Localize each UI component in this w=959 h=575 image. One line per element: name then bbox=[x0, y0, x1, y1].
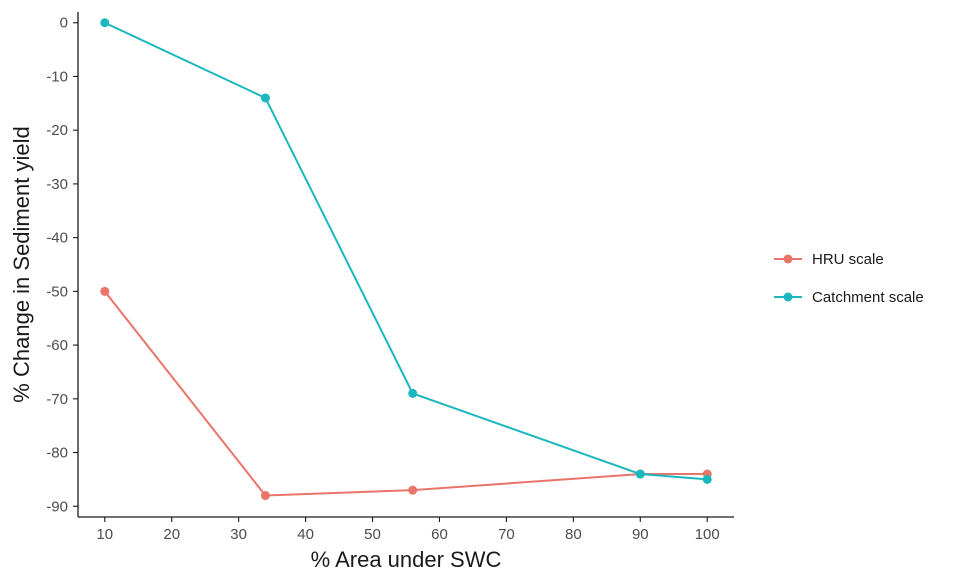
data-point bbox=[260, 93, 270, 103]
data-point bbox=[635, 469, 645, 479]
x-tick-label: 50 bbox=[364, 526, 381, 543]
y-axis-title: % Change in Sediment yield bbox=[9, 126, 34, 402]
x-tick-label: 20 bbox=[163, 526, 180, 543]
series-layer bbox=[100, 18, 712, 501]
data-point bbox=[408, 485, 418, 495]
y-tick-label: -20 bbox=[46, 122, 68, 139]
data-point bbox=[260, 491, 270, 501]
y-tick-label: -30 bbox=[46, 176, 68, 193]
y-tick-label: -50 bbox=[46, 283, 68, 300]
x-tick-label: 10 bbox=[96, 526, 113, 543]
legend-swatch-point bbox=[783, 254, 793, 264]
data-point bbox=[100, 18, 110, 28]
legend-swatch-point bbox=[783, 292, 793, 302]
data-point bbox=[408, 388, 418, 398]
x-axis-ticks: 10 20 30 40 50 60 70 80 90 100 bbox=[96, 517, 720, 543]
y-tick-label: -40 bbox=[46, 230, 68, 247]
y-tick-label: -70 bbox=[46, 391, 68, 408]
x-tick-label: 90 bbox=[632, 526, 649, 543]
data-point bbox=[702, 474, 712, 484]
y-tick-label: 0 bbox=[60, 15, 68, 32]
y-tick-label: -80 bbox=[46, 445, 68, 462]
y-axis-ticks: 0 -10 -20 -30 -40 -50 -60 -70 -80 -90 bbox=[46, 15, 78, 515]
x-tick-label: 60 bbox=[431, 526, 448, 543]
legend-label: HRU scale bbox=[812, 251, 884, 268]
x-axis-title: % Area under SWC bbox=[311, 547, 502, 572]
y-tick-label: -90 bbox=[46, 498, 68, 515]
legend-label: Catchment scale bbox=[812, 289, 924, 306]
legend: HRU scale Catchment scale bbox=[774, 251, 924, 306]
x-tick-label: 40 bbox=[297, 526, 314, 543]
x-tick-label: 80 bbox=[565, 526, 582, 543]
x-tick-label: 100 bbox=[695, 526, 720, 543]
x-tick-label: 70 bbox=[498, 526, 515, 543]
series-line bbox=[104, 21, 708, 481]
y-tick-label: -10 bbox=[46, 68, 68, 85]
y-tick-label: -60 bbox=[46, 337, 68, 354]
x-tick-label: 30 bbox=[230, 526, 247, 543]
data-point bbox=[100, 286, 110, 296]
